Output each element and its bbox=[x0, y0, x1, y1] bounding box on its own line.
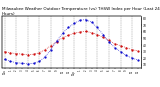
Text: Milwaukee Weather Outdoor Temperature (vs) THSW Index per Hour (Last 24 Hours): Milwaukee Weather Outdoor Temperature (v… bbox=[2, 7, 159, 16]
